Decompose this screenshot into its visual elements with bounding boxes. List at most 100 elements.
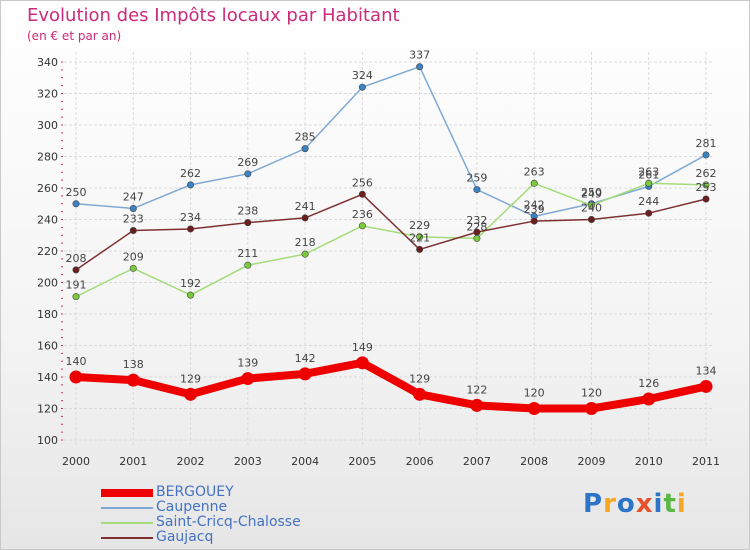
y-tick-label: 120 [37, 403, 58, 416]
data-label-saint-cricq-chalosse: 249 [581, 187, 602, 200]
legend-item-caupenne: Caupenne [101, 500, 361, 515]
data-label-gaujacq: 239 [524, 203, 545, 216]
x-tick-label: 2005 [348, 455, 376, 468]
x-tick-label: 2011 [692, 455, 720, 468]
x-tick-label: 2004 [291, 455, 319, 468]
y-tick-label: 100 [37, 434, 58, 447]
data-label-gaujacq: 221 [409, 231, 430, 244]
data-label-bergouey: 138 [123, 358, 144, 371]
logo-letter: t [663, 489, 677, 519]
y-tick-label: 240 [37, 214, 58, 227]
data-label-bergouey: 126 [638, 377, 659, 390]
data-label-bergouey: 134 [696, 364, 717, 377]
data-point-gaujacq [72, 266, 80, 274]
data-label-gaujacq: 244 [638, 195, 659, 208]
chart-legend: BERGOUEY Caupenne Saint-Cricq-Chalosse Gauj… [101, 485, 361, 545]
data-point-saint-cricq-chalosse [129, 264, 137, 272]
legend-label-saint-cricq-chalosse: Saint-Cricq-Chalosse [156, 514, 301, 530]
data-label-saint-cricq-chalosse: 229 [409, 219, 430, 232]
x-tick-label: 2002 [177, 455, 205, 468]
data-label-saint-cricq-chalosse: 192 [180, 277, 201, 290]
data-label-bergouey: 122 [466, 383, 487, 396]
data-point-bergouey [184, 387, 198, 401]
legend-swatch-bergouey [101, 489, 153, 497]
data-label-bergouey: 120 [581, 387, 602, 400]
y-tick-label: 320 [37, 88, 58, 101]
series-line-caupenne [75, 65, 707, 218]
y-tick-label: 180 [37, 308, 58, 321]
chart-title: Evolution des Impôts locaux par Habitant [27, 5, 400, 26]
x-tick-label: 2009 [577, 455, 605, 468]
logo-letter: P [583, 489, 604, 519]
legend-swatch-saint-cricq-chalosse [101, 522, 153, 524]
data-label-caupenne: 261 [638, 168, 659, 181]
data-point-gaujacq [702, 195, 710, 203]
data-label-gaujacq: 234 [180, 211, 201, 224]
data-label-gaujacq: 253 [696, 181, 717, 194]
data-label-gaujacq: 240 [581, 202, 602, 215]
data-point-gaujacq [416, 245, 424, 253]
data-point-caupenne [129, 204, 137, 212]
data-point-gaujacq [301, 214, 309, 222]
data-point-bergouey [699, 379, 713, 393]
data-label-bergouey: 142 [295, 352, 316, 365]
data-label-caupenne: 250 [66, 186, 87, 199]
data-label-caupenne: 285 [295, 131, 316, 144]
legend-label-gaujacq: Gaujacq [156, 529, 214, 545]
series-line-gaujacq [75, 193, 707, 271]
data-point-saint-cricq-chalosse [473, 234, 481, 242]
logo-letter: i [653, 489, 664, 519]
y-tick-label: 160 [37, 340, 58, 353]
y-tick-label: 300 [37, 119, 58, 132]
data-label-caupenne: 250 [581, 186, 602, 199]
data-point-saint-cricq-chalosse [244, 261, 252, 269]
legend-swatch-gaujacq [101, 537, 153, 539]
x-tick-label: 2008 [520, 455, 548, 468]
data-point-caupenne [72, 200, 80, 208]
series-line-bergouey [72, 358, 710, 413]
data-label-saint-cricq-chalosse: 263 [524, 165, 545, 178]
logo-letter: r [603, 489, 617, 519]
chart-subtitle: (en € et par an) [27, 29, 122, 43]
data-point-bergouey [527, 402, 541, 415]
series-line-saint-cricq-chalosse [75, 182, 707, 298]
data-point-caupenne [301, 145, 309, 153]
data-point-bergouey [413, 387, 427, 401]
data-label-gaujacq: 232 [466, 214, 487, 227]
data-point-saint-cricq-chalosse [416, 233, 424, 241]
data-point-bergouey [241, 372, 255, 386]
data-point-caupenne [702, 151, 710, 159]
data-label-saint-cricq-chalosse: 228 [466, 220, 487, 233]
legend-item-saint-cricq-chalosse: Saint-Cricq-Chalosse [101, 515, 361, 530]
data-label-caupenne: 262 [180, 167, 201, 180]
legend-label-caupenne: Caupenne [156, 499, 228, 515]
y-tick-label: 200 [37, 277, 58, 290]
data-point-bergouey [470, 398, 484, 412]
y-tick-label: 340 [37, 56, 58, 69]
x-tick-label: 2003 [234, 455, 262, 468]
legend-item-gaujacq: Gaujacq [101, 530, 361, 545]
logo-letter: i [676, 489, 687, 519]
x-tick-label: 2007 [463, 455, 491, 468]
data-label-saint-cricq-chalosse: 211 [237, 247, 258, 260]
data-point-gaujacq [473, 228, 481, 236]
data-point-saint-cricq-chalosse [702, 181, 710, 189]
data-point-saint-cricq-chalosse [187, 291, 195, 299]
data-label-caupenne: 259 [466, 172, 487, 185]
data-point-gaujacq [358, 190, 366, 198]
data-label-caupenne: 337 [409, 49, 430, 62]
data-label-bergouey: 120 [524, 387, 545, 400]
legend-label-bergouey: BERGOUEY [156, 484, 234, 500]
y-tick-label: 220 [37, 245, 58, 258]
data-label-caupenne: 324 [352, 69, 373, 82]
data-label-gaujacq: 233 [123, 213, 144, 226]
data-point-saint-cricq-chalosse [72, 293, 80, 301]
data-point-bergouey [355, 356, 369, 370]
data-label-caupenne: 242 [524, 198, 545, 211]
data-label-gaujacq: 241 [295, 200, 316, 213]
data-point-gaujacq [129, 227, 137, 235]
data-point-saint-cricq-chalosse [587, 201, 595, 209]
x-tick-label: 2000 [62, 455, 90, 468]
data-point-bergouey [584, 402, 598, 415]
data-label-bergouey: 139 [237, 357, 258, 370]
